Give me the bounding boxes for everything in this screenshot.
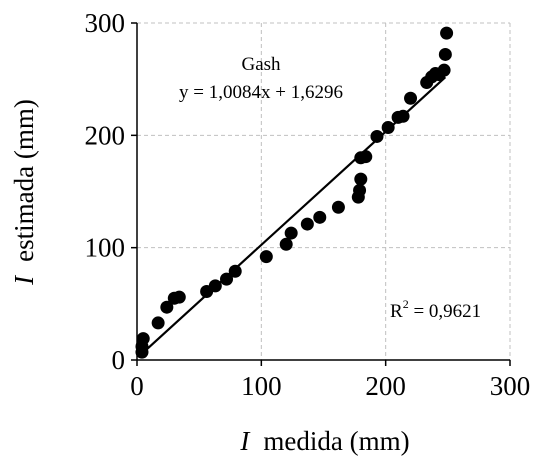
data-point (313, 210, 327, 224)
data-point (381, 120, 395, 134)
r-squared-label: R2 = 0,9621 (390, 297, 481, 322)
axes (131, 22, 511, 366)
data-point (437, 63, 451, 77)
data-point (300, 217, 314, 231)
y-tick-label: 300 (85, 8, 126, 38)
data-point (284, 226, 298, 240)
data-point (353, 183, 367, 197)
data-point (359, 150, 373, 164)
x-axis-symbol: I (239, 426, 251, 456)
r-squared-superscript: 2 (403, 297, 409, 311)
data-point (160, 300, 174, 314)
r-squared-symbol: R (390, 301, 403, 322)
r-squared-value: = 0,9621 (409, 301, 481, 322)
data-point (259, 250, 273, 264)
data-point (331, 200, 345, 214)
data-point (440, 26, 454, 40)
x-tick-label: 200 (365, 371, 406, 401)
equation-label: y = 1,0084x + 1,6296 (179, 82, 343, 103)
grid-lines (137, 22, 511, 360)
x-axis-label: medida (mm) (263, 426, 409, 456)
data-point (172, 290, 186, 304)
data-point (151, 316, 165, 330)
y-tick-label: 0 (112, 345, 126, 375)
x-tick-label: 100 (241, 371, 282, 401)
y-axis-symbol: I (9, 274, 39, 286)
data-points (135, 26, 454, 359)
model-label: Gash (241, 54, 281, 75)
data-point (220, 272, 234, 286)
data-point (136, 332, 150, 346)
data-point (370, 129, 384, 143)
y-axis-title: Iestimada (mm) (9, 99, 39, 286)
tick-labels: 0 100 200 300 0 100 200 300 (85, 8, 531, 401)
data-point (208, 279, 222, 293)
y-axis-label: estimada (mm) (9, 99, 39, 262)
data-point (396, 109, 410, 123)
x-tick-label: 300 (490, 371, 531, 401)
y-tick-label: 200 (85, 120, 126, 150)
data-point (438, 47, 452, 61)
regression-line (138, 76, 447, 357)
data-point (228, 264, 242, 278)
data-point (354, 172, 368, 186)
data-point (279, 237, 293, 251)
data-point (404, 91, 418, 105)
y-tick-label: 100 (85, 233, 126, 263)
x-tick-label: 0 (130, 371, 144, 401)
